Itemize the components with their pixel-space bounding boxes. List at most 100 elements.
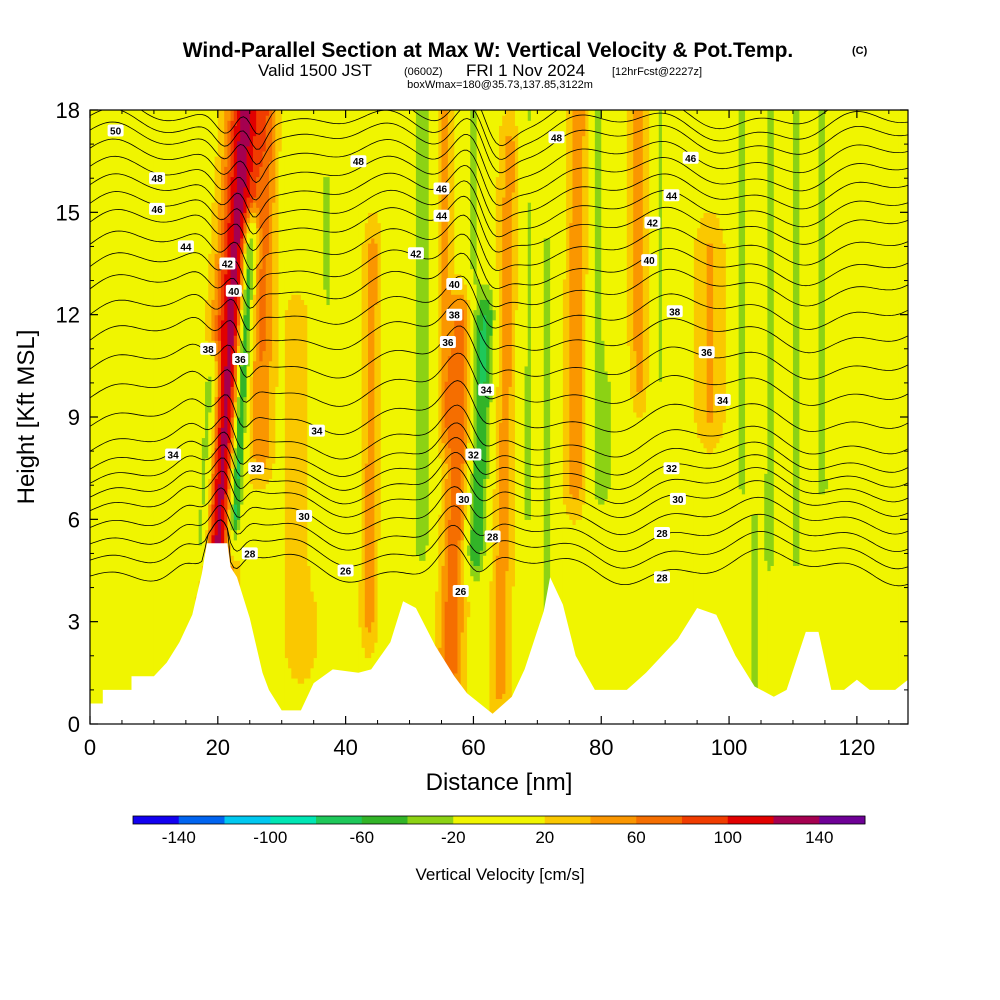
velocity-cell [227,396,232,444]
velocity-cell [256,227,260,265]
velocity-cell [463,519,468,587]
velocity-cell [256,176,260,208]
velocity-cell [537,110,542,724]
velocity-cell [221,156,225,219]
velocity-cell [233,519,238,531]
contour-label-text: 34 [717,396,729,407]
velocity-cell [483,555,487,724]
velocity-cell [236,457,241,479]
isentrope-contours [90,110,908,587]
velocity-cell [860,110,864,724]
velocity-cell [265,253,270,459]
colorbar-segment [178,816,225,824]
velocity-cell [709,422,714,454]
velocity-cell [364,222,369,464]
velocity-cell [428,110,433,724]
velocity-cell [473,580,478,724]
y-tick-label: 12 [56,303,80,328]
velocity-cell [543,110,548,239]
contour-label-text: 26 [455,587,467,598]
velocity-cell [208,253,213,346]
velocity-cell [658,381,663,724]
velocity-cell [476,565,481,582]
velocity-cell [681,110,685,724]
velocity-cell [240,273,244,290]
velocity-cell [729,110,733,724]
velocity-cell [246,232,251,244]
velocity-cell [467,555,471,602]
velocity-cell [367,243,372,633]
velocity-cell [470,473,475,531]
isentrope-line [90,352,908,407]
velocity-cell [227,488,232,510]
contour-label-text: 48 [551,133,563,144]
velocity-cell [329,110,334,724]
velocity-cell [815,110,820,724]
chart-title: Wind-Parallel Section at Max W: Vertical… [183,39,794,62]
velocity-cell [719,110,724,229]
velocity-cell [639,110,644,393]
velocity-cell [476,580,481,724]
velocity-cell [236,417,241,459]
velocity-cell [246,217,251,224]
velocity-cell [281,110,286,724]
velocity-cell [380,110,385,724]
velocity-cell [221,427,225,500]
contour-label-text: 32 [666,464,678,475]
isentrope-line [90,504,908,552]
velocity-cell [460,631,465,710]
velocity-cell [668,110,673,724]
velocity-cell [447,447,452,520]
velocity-cell [221,498,225,577]
velocity-cell [221,217,225,270]
velocity-cell [540,110,545,724]
velocity-cell [492,488,497,724]
velocity-cell [722,422,727,724]
y-tick-label: 6 [68,507,80,532]
velocity-cell [377,539,382,724]
contour-label-text: 34 [311,427,323,438]
velocity-cell [240,110,244,213]
velocity-cell [211,110,216,203]
velocity-cell [217,396,222,428]
velocity-cell [240,253,244,275]
velocity-cell [364,110,369,224]
velocity-cell [460,590,465,633]
velocity-cell [502,110,506,116]
velocity-cell [252,212,257,224]
velocity-cell [470,529,475,561]
velocity-cell [636,417,641,724]
velocity-cell [521,110,526,724]
velocity-cell [460,110,465,280]
velocity-cell [240,463,244,505]
velocity-cell [387,110,391,724]
colorbar: -140 -100 -60 -20 20 60 100 140 [132,815,866,847]
velocity-cell [96,110,101,724]
velocity-cell [355,110,360,724]
y-tick-label: 18 [56,98,80,123]
velocity-cell [246,268,251,331]
velocity-cell [294,110,299,295]
velocity-cell [256,488,260,724]
colorbar-segment [773,816,820,824]
velocity-cell [221,110,225,157]
velocity-cell [489,309,494,336]
velocity-cell [233,417,238,449]
velocity-cell [511,585,516,724]
contour-label: 30 [455,492,472,506]
velocity-cell [479,330,484,387]
velocity-cell [703,447,708,724]
velocity-cell [575,519,580,724]
velocity-cell [371,237,375,623]
contour-label-text: 48 [353,157,365,168]
velocity-cell [444,110,449,382]
velocity-cell [709,110,714,213]
velocity-cell [249,207,254,213]
isentrope-line [90,149,908,206]
velocity-cell [236,396,241,418]
velocity-cell [812,110,816,724]
y-tick-label: 15 [56,200,80,225]
velocity-cell [422,110,427,561]
velocity-cell [236,309,241,326]
contour-label-text: 38 [203,345,215,356]
